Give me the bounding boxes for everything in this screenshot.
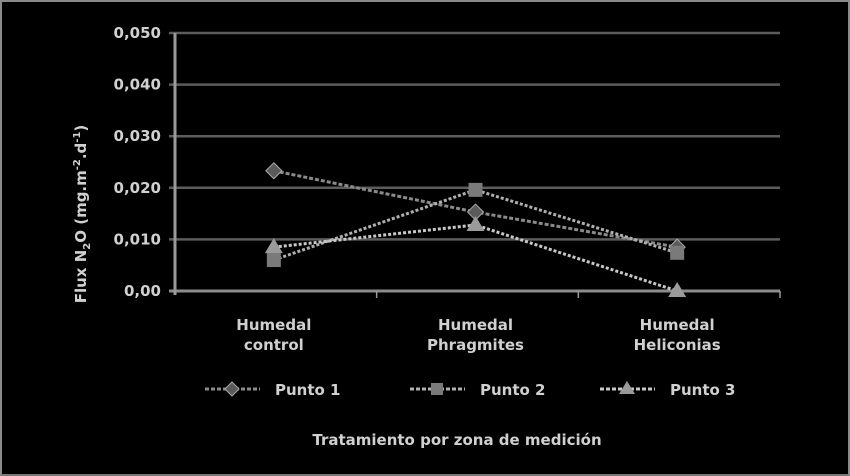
triangle-marker [619,381,635,394]
legend-label: Punto 1 [275,381,341,399]
legend-item: Punto 3 [600,381,736,399]
series-punto-3 [264,215,687,297]
square-marker [431,383,443,395]
y-tick-label: 0,010 [114,230,161,248]
x-category-label: Humedal Phragmites [427,316,524,354]
legend-label: Punto 3 [670,381,736,399]
y-tick-label: 0,050 [114,24,161,42]
square-marker [266,253,281,268]
y-tick-label: 0,020 [114,179,161,197]
diamond-marker [224,381,240,397]
legend-item: Punto 2 [410,381,546,399]
legend: Punto 1 Punto 2 Punto 3 [205,381,736,399]
x-axis-title: Tratamiento por zona de medición [312,431,601,449]
series-punto-2 [266,182,685,268]
y-tick-label: 0,040 [114,76,161,94]
series-line [273,188,678,262]
square-marker [468,182,483,197]
square-marker [670,245,685,260]
diamond-marker [265,162,283,180]
triangle-marker [466,215,485,231]
triangle-marker [668,282,687,297]
y-tick-label: 0,00 [124,282,161,300]
x-category-label: Humedal control [236,316,311,354]
triangle-marker [264,238,283,254]
legend-label: Punto 2 [480,381,546,399]
x-category-label: Humedal Heliconias [634,316,721,354]
y-axis-title: Flux N2O (mg.m-2.d-1) [72,125,93,304]
legend-item: Punto 1 [205,381,341,399]
y-tick-label: 0,030 [114,127,161,145]
